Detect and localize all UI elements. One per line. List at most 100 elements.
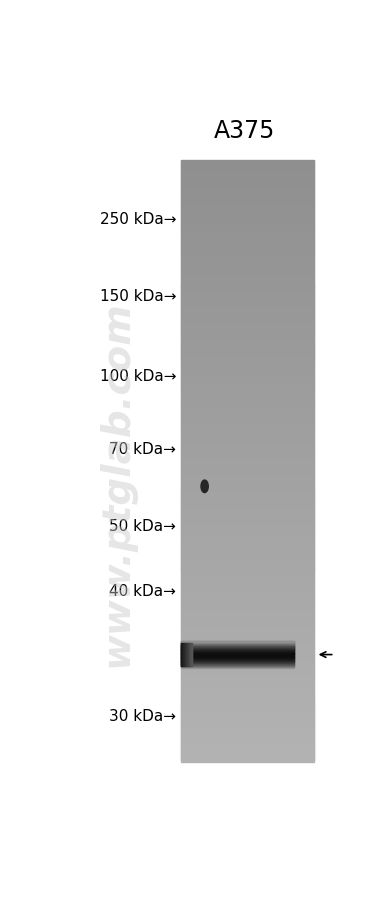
Bar xyxy=(181,270,314,272)
Text: 100 kDa→: 100 kDa→ xyxy=(100,368,176,383)
Bar xyxy=(181,378,314,381)
Bar xyxy=(181,190,314,192)
Bar xyxy=(181,527,314,529)
Bar xyxy=(181,419,314,421)
Bar xyxy=(181,545,314,547)
Bar xyxy=(181,432,314,435)
Bar xyxy=(181,642,314,645)
Bar xyxy=(181,197,314,198)
Bar xyxy=(181,273,314,275)
Bar xyxy=(181,664,314,666)
Bar xyxy=(182,643,183,667)
Bar xyxy=(181,262,314,264)
Bar xyxy=(181,698,314,700)
Bar xyxy=(181,668,314,670)
Bar xyxy=(181,217,314,219)
Bar xyxy=(181,177,314,179)
Bar xyxy=(181,749,314,751)
Bar xyxy=(181,620,314,622)
Bar xyxy=(181,753,314,756)
Bar xyxy=(181,314,314,316)
Bar xyxy=(181,560,314,562)
Bar xyxy=(181,628,314,630)
Bar xyxy=(181,468,314,471)
Bar xyxy=(181,211,314,214)
Bar xyxy=(181,509,314,511)
Bar xyxy=(181,398,314,400)
Text: 250 kDa→: 250 kDa→ xyxy=(100,212,176,227)
Bar xyxy=(181,357,314,359)
Bar xyxy=(181,179,314,180)
Bar xyxy=(181,488,314,490)
Bar xyxy=(181,195,314,197)
Bar xyxy=(181,240,314,242)
Bar xyxy=(181,174,314,176)
Bar xyxy=(181,421,314,424)
Bar xyxy=(181,632,314,634)
Bar xyxy=(181,511,314,512)
Bar xyxy=(181,279,314,281)
Bar xyxy=(181,638,314,640)
Bar xyxy=(181,741,314,744)
Bar xyxy=(181,285,314,287)
Bar xyxy=(181,402,314,404)
Bar xyxy=(181,680,314,682)
Bar xyxy=(181,647,314,649)
Bar xyxy=(181,633,314,636)
Bar xyxy=(181,667,314,668)
Bar xyxy=(181,603,314,605)
Bar xyxy=(181,430,314,433)
Bar xyxy=(181,572,314,574)
Text: 50 kDa→: 50 kDa→ xyxy=(110,519,176,534)
Bar xyxy=(181,464,314,466)
Bar xyxy=(181,189,314,191)
Bar xyxy=(181,602,314,604)
Bar xyxy=(181,380,314,382)
Bar xyxy=(181,253,314,255)
Bar xyxy=(181,183,314,185)
Bar xyxy=(181,482,314,484)
Bar xyxy=(181,198,314,200)
Text: www.ptglab.com: www.ptglab.com xyxy=(98,300,136,667)
Bar xyxy=(181,723,314,724)
Bar xyxy=(181,455,314,457)
Bar xyxy=(181,601,314,603)
Bar xyxy=(181,348,314,350)
Bar xyxy=(181,204,314,206)
Bar xyxy=(181,701,314,704)
Bar xyxy=(181,371,314,373)
Ellipse shape xyxy=(201,481,208,493)
Bar xyxy=(181,502,314,505)
Bar xyxy=(181,504,314,506)
Bar xyxy=(181,596,314,598)
Bar xyxy=(181,228,314,230)
Bar xyxy=(181,219,314,221)
Bar xyxy=(181,605,314,607)
Text: 70 kDa→: 70 kDa→ xyxy=(110,441,176,456)
Bar xyxy=(181,321,314,323)
Bar xyxy=(181,404,314,406)
Bar xyxy=(181,210,314,212)
Bar xyxy=(181,655,314,657)
Bar xyxy=(181,342,314,345)
Bar xyxy=(181,556,314,557)
Bar xyxy=(181,735,314,738)
Bar xyxy=(181,251,314,253)
Bar xyxy=(181,238,314,241)
Bar xyxy=(181,695,314,697)
Bar xyxy=(181,629,314,631)
Bar xyxy=(181,669,314,672)
Bar xyxy=(181,584,314,586)
Bar xyxy=(181,759,314,762)
Bar xyxy=(181,570,314,573)
Bar xyxy=(181,452,314,454)
Bar xyxy=(181,696,314,699)
Bar xyxy=(181,283,314,286)
Bar xyxy=(181,479,314,481)
Bar xyxy=(181,552,314,555)
Bar xyxy=(181,364,314,367)
Bar xyxy=(181,619,314,621)
Bar xyxy=(181,594,314,596)
Bar xyxy=(181,462,314,465)
Bar xyxy=(181,351,314,354)
